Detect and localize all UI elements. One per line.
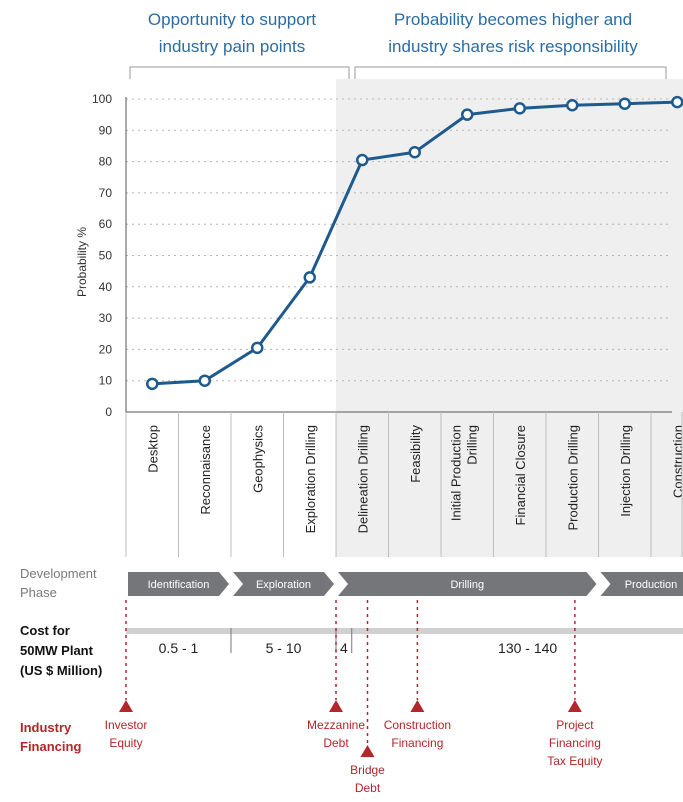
phase-arrow: [128, 572, 229, 596]
stage-label: Construction: [670, 425, 683, 498]
financing-triangle: [567, 700, 582, 712]
cost-bar-track: [126, 628, 683, 634]
data-point: [251, 341, 264, 355]
cost-bar: 0.5 - 1 5 - 10 4 130 - 140: [126, 628, 683, 656]
stage-label: Drilling: [464, 425, 479, 465]
y-tick-label: 90: [99, 123, 113, 137]
probability-series: [146, 95, 683, 391]
phase-label: Drilling: [450, 579, 484, 591]
y-tick-label: 50: [99, 249, 113, 263]
financing-label: Equity: [109, 736, 142, 750]
y-tick-label: 10: [99, 374, 113, 388]
phase-label: Exploration: [256, 579, 311, 591]
stage-label: Geophysics: [250, 425, 265, 493]
data-point: [356, 153, 369, 167]
phase-label: Identification: [148, 579, 210, 591]
financing-label: Project: [556, 718, 594, 732]
y-tick-labels: 0 10 20 30 40 50 60 70 80 90 100: [92, 92, 112, 419]
y-tick-label: 80: [99, 155, 113, 169]
stage-label: Exploration Drilling: [303, 425, 318, 533]
y-tick-label: 100: [92, 92, 112, 106]
financing-label: Debt: [323, 736, 349, 750]
stage-label: Injection Drilling: [618, 425, 633, 517]
header-right-bracket: [354, 66, 667, 79]
cost-value: 4: [340, 640, 348, 656]
financing-label: Debt: [355, 781, 381, 795]
y-tick-label: 40: [99, 280, 113, 294]
data-point: [198, 374, 211, 387]
phase-label: Production: [625, 579, 678, 591]
header-left-line-1: Opportunity to support: [148, 10, 316, 29]
financing-markers: InvestorEquityMezzanineDebtBridgeDebtCon…: [105, 600, 603, 795]
financing-label: Investor: [105, 718, 148, 732]
industry-financing-label-line-1: Industry: [20, 720, 72, 735]
development-phase-label-line-1: Development: [20, 566, 97, 581]
financing-triangle: [360, 745, 375, 757]
header-right-line-2: industry shares risk responsibility: [388, 37, 638, 56]
data-point: [303, 271, 316, 284]
header-right: Probability becomes higher and industry …: [388, 10, 638, 56]
cost-label-line-3: (US $ Million): [20, 663, 102, 678]
financing-label: Financing: [391, 736, 443, 750]
financing-triangle: [119, 700, 133, 712]
financing-label: Tax Equity: [547, 754, 602, 768]
data-point: [408, 145, 421, 159]
header-right-line-1: Probability becomes higher and: [394, 10, 632, 29]
y-tick-label: 70: [99, 186, 113, 200]
cost-value: 0.5 - 1: [159, 640, 199, 656]
data-point: [566, 99, 579, 112]
phase-arrow: [600, 572, 683, 596]
y-tick-label: 60: [99, 217, 113, 231]
y-tick-label: 20: [99, 342, 113, 356]
grid-lines: [125, 97, 672, 413]
financing-label: Financing: [549, 736, 601, 750]
stage-label: Feasibility: [408, 425, 423, 483]
data-point: [146, 377, 159, 391]
y-tick-label: 30: [99, 311, 113, 325]
industry-financing-label-line-2: Financing: [20, 739, 81, 754]
phase-arrow: [338, 572, 597, 596]
stage-label: Production Drilling: [565, 425, 580, 531]
stage-label: Delineation Drilling: [355, 425, 370, 533]
data-point: [618, 97, 631, 110]
y-tick-label: 0: [105, 405, 112, 419]
header-left-line-2: industry pain points: [159, 37, 305, 56]
cost-value: 5 - 10: [266, 640, 302, 656]
phase-arrow: [233, 572, 334, 596]
financing-label: Construction: [384, 718, 451, 732]
data-point: [671, 95, 683, 109]
financing-label: Bridge: [350, 763, 385, 777]
stage-label: Financial Closure: [513, 425, 528, 525]
data-point: [461, 108, 474, 121]
stage-label: Desktop: [145, 425, 160, 473]
stage-label: Reconnaisance: [198, 425, 213, 515]
y-axis-label: Probability %: [75, 227, 89, 297]
data-point: [513, 102, 526, 115]
development-phase-label-line-2: Phase: [20, 585, 57, 600]
header-left-bracket: [129, 66, 350, 79]
financing-label: Mezzanine: [307, 718, 365, 732]
cost-label-line-2: 50MW Plant: [20, 643, 94, 658]
stage-columns: Desktop Reconnaisance Geophysics Exploratio…: [125, 412, 683, 557]
stage-label: Initial Production: [448, 425, 463, 521]
development-phase-arrows: Identification Exploration Drilling Product…: [128, 572, 683, 596]
cost-value: 130 - 140: [498, 640, 557, 656]
financing-triangle: [410, 700, 425, 712]
financing-triangle: [329, 700, 343, 712]
header-left: Opportunity to support industry pain poi…: [148, 10, 316, 56]
cost-label-line-1: Cost for: [20, 623, 70, 638]
